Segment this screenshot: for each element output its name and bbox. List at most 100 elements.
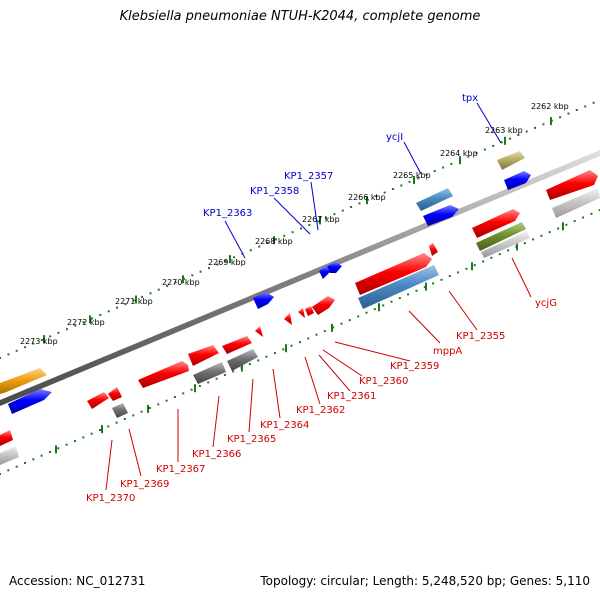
scale-dot: [199, 270, 202, 273]
gene-label-KP1_2364: KP1_2364: [260, 420, 309, 431]
scale-dot: [107, 310, 110, 313]
scale-label-2266: 2266 kbp: [348, 193, 386, 202]
scale-dot: [559, 116, 562, 119]
scale-label-2271: 2271 kbp: [115, 297, 153, 306]
scale-dot: [383, 191, 386, 194]
gene-label-KP1_2355: KP1_2355: [456, 331, 505, 342]
scale-dot: [65, 443, 68, 446]
gene-label-mppA: mppA: [433, 346, 462, 357]
scale-dot: [32, 342, 35, 345]
scale-dot: [223, 374, 226, 376]
gene-steel-mppA: [358, 265, 439, 309]
scale-dot: [190, 388, 193, 391]
gene-red-2370: [87, 392, 109, 409]
scale-dot: [132, 414, 135, 417]
scale-dot: [148, 407, 151, 409]
scale-dot: [315, 333, 318, 336]
scale-dot: [123, 418, 126, 420]
scale-dot: [590, 212, 593, 215]
scale-dot: [390, 300, 393, 303]
scale-dot: [166, 285, 169, 288]
scale-dot: [341, 209, 344, 212]
scale-dot: [232, 370, 235, 373]
scale-dot: [273, 352, 276, 355]
scale-dot: [525, 130, 528, 133]
scale-dot: [32, 458, 35, 461]
scale-dot: [15, 465, 18, 468]
map-title: Klebsiella pneumoniae NTUH-K2044, comple…: [119, 9, 481, 24]
gene-label-tpx: tpx: [462, 93, 478, 104]
scale-dot: [157, 403, 160, 406]
scale-dot: [283, 234, 286, 237]
scale-tick: [413, 176, 415, 184]
scale-dot: [532, 238, 535, 241]
scale-dot: [115, 421, 118, 424]
gene-label-KP1_2361: KP1_2361: [327, 391, 376, 402]
scale-dot: [584, 105, 587, 108]
scale-dot: [325, 216, 327, 219]
gene-red-2365: [222, 336, 252, 354]
scale-tick: [459, 156, 461, 165]
scale-dot: [15, 349, 18, 352]
scale-dot: [365, 311, 368, 314]
scale-dot: [534, 126, 536, 129]
scale-dot: [483, 148, 486, 151]
scale-dot: [49, 335, 52, 338]
gene-olive: [497, 151, 525, 170]
gene-label-KP1_2359: KP1_2359: [390, 361, 439, 372]
gene-red-2364: [255, 326, 263, 337]
scale-dot: [173, 396, 176, 398]
scale-dot: [40, 339, 43, 341]
gene-blue-2363: [253, 292, 274, 309]
scale-dot: [7, 469, 10, 472]
scale-dot: [191, 274, 194, 277]
scale-dot: [398, 297, 401, 300]
accession-text: Accession: NC_012731: [9, 574, 146, 588]
scale-tick: [229, 255, 231, 264]
scale-dot: [174, 281, 177, 284]
scale-tick: [182, 275, 184, 284]
scale-dot: [233, 256, 236, 259]
scale-dot: [0, 357, 1, 359]
gene-blue-ycjI: [423, 205, 459, 226]
scale-dot: [498, 253, 501, 256]
scale-label-2264: 2264 kbp: [440, 149, 478, 158]
scale-dot: [208, 267, 210, 270]
scale-label-2262: 2262 kbp: [531, 102, 569, 111]
scale-dot: [207, 381, 210, 384]
gene-label-KP1_2366: KP1_2366: [192, 449, 241, 460]
scale-tick: [194, 384, 196, 393]
scale-dot: [124, 303, 127, 306]
scale-tick: [378, 303, 380, 312]
scale-dot: [382, 304, 385, 307]
scale-dot: [350, 206, 353, 208]
lower-genes: [0, 209, 530, 465]
scale-dot: [90, 432, 93, 435]
gene-red-2359: [312, 296, 335, 315]
gene-red-2369: [108, 387, 122, 401]
scale-dot: [266, 242, 269, 244]
gene-red-tip: [429, 243, 438, 256]
gene-light-ycjG: [481, 231, 530, 258]
scale-dot: [457, 271, 460, 274]
scale-dot: [291, 231, 294, 234]
scale-dot: [307, 337, 310, 340]
scale-dot: [573, 220, 576, 223]
scale-dot: [132, 299, 135, 302]
scale-dot: [308, 224, 311, 226]
scale-dot: [467, 155, 470, 158]
scale-dot: [450, 162, 453, 165]
scale-dot: [442, 166, 445, 169]
bottom-gene-labels: ycjG KP1_2355 mppA KP1_2359 KP1_2360 KP1…: [86, 298, 557, 504]
scale-dot: [65, 328, 68, 331]
scale-label-2272: 2272 kbp: [67, 318, 105, 327]
scale-dot: [107, 425, 110, 428]
gene-steel-ycjI: [416, 188, 453, 211]
scale-dot: [542, 123, 545, 126]
scale-tick: [147, 404, 149, 413]
gene-red-2361: [298, 308, 305, 318]
scale-dot: [440, 278, 443, 281]
scale-dot: [157, 288, 160, 291]
scale-dot: [598, 209, 600, 212]
